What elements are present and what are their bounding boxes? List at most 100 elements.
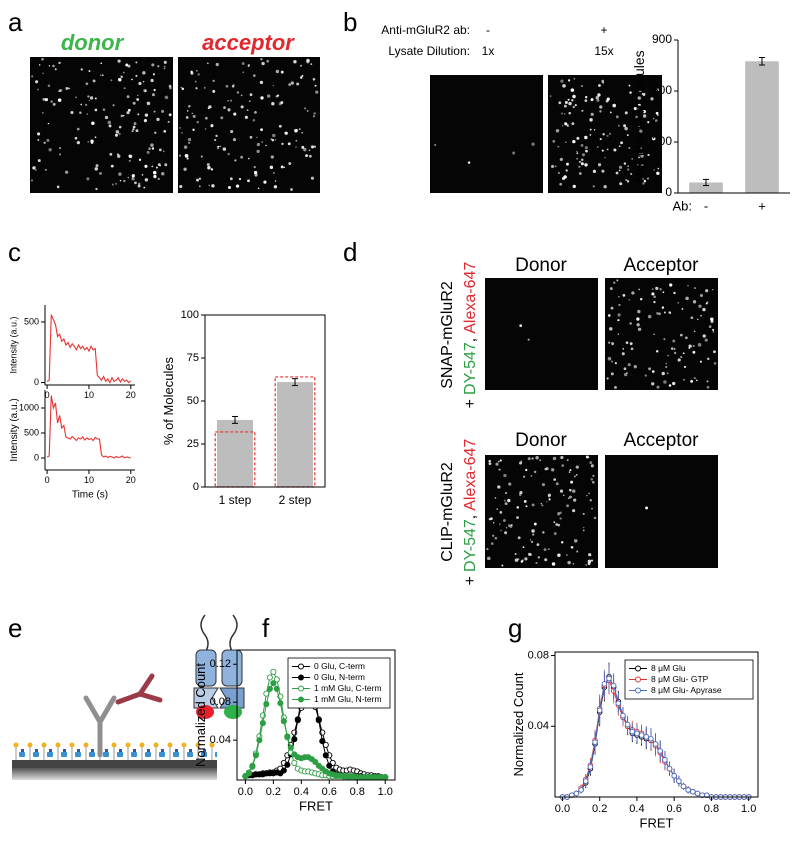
spot xyxy=(151,93,155,97)
spot xyxy=(642,178,644,180)
spot xyxy=(247,157,250,160)
spot xyxy=(37,159,41,163)
spot xyxy=(706,380,709,383)
legend-label: 8 μM Glu xyxy=(651,663,686,673)
y-tick-label: 1000 xyxy=(19,402,39,412)
spot xyxy=(560,112,563,115)
spot xyxy=(582,512,585,515)
spot xyxy=(227,152,230,156)
marker xyxy=(620,712,626,719)
spot xyxy=(281,142,284,145)
spot xyxy=(203,87,206,89)
spot xyxy=(303,107,307,110)
marker xyxy=(694,790,701,797)
panel-label: d xyxy=(343,237,357,267)
spot xyxy=(214,138,217,142)
spot xyxy=(272,84,275,87)
spot xyxy=(598,84,601,87)
spot xyxy=(310,176,314,180)
spot xyxy=(199,185,201,188)
spot xyxy=(227,99,229,102)
spot xyxy=(575,474,578,476)
marker xyxy=(315,717,322,724)
spot xyxy=(618,124,620,127)
spot xyxy=(601,169,605,173)
marker xyxy=(270,668,277,675)
panel-label: c xyxy=(8,237,21,267)
x-tick-label: 0.4 xyxy=(294,786,309,798)
spot xyxy=(663,338,666,341)
spot xyxy=(569,495,572,499)
spot xyxy=(164,95,169,100)
spot xyxy=(673,291,676,295)
spot xyxy=(192,114,196,118)
spot xyxy=(295,146,297,148)
spot xyxy=(645,506,649,510)
spot xyxy=(259,80,264,85)
spot xyxy=(627,165,629,167)
spot xyxy=(690,379,694,383)
spot xyxy=(208,184,210,187)
spot xyxy=(497,460,500,463)
spot xyxy=(35,169,37,171)
micrograph-background xyxy=(485,278,598,390)
spot xyxy=(233,112,237,116)
spot xyxy=(196,178,199,182)
spot xyxy=(639,129,643,133)
micrograph-background xyxy=(605,455,718,568)
spot xyxy=(558,101,562,105)
spot xyxy=(300,64,302,67)
spot xyxy=(584,146,588,150)
spot xyxy=(143,119,147,123)
marker xyxy=(615,700,622,707)
spot xyxy=(84,103,88,106)
marker xyxy=(312,758,319,766)
spot xyxy=(492,522,495,524)
spot xyxy=(252,118,256,122)
spot xyxy=(587,559,592,564)
spot xyxy=(692,350,696,354)
column-header: Acceptor xyxy=(624,430,700,451)
spot xyxy=(504,531,508,535)
spot xyxy=(531,540,534,543)
spot xyxy=(529,553,533,556)
spot xyxy=(571,122,575,126)
spot xyxy=(653,117,655,120)
spot xyxy=(58,89,61,93)
spot xyxy=(312,115,316,118)
spot xyxy=(161,172,165,176)
spot xyxy=(710,320,714,323)
spot xyxy=(30,179,34,182)
spot xyxy=(128,159,131,162)
marker xyxy=(382,774,389,781)
spot xyxy=(120,75,123,79)
spot xyxy=(547,493,551,497)
spot xyxy=(59,147,62,150)
micrograph xyxy=(605,278,718,390)
spot xyxy=(702,307,706,312)
spot xyxy=(607,314,611,317)
spot xyxy=(623,367,627,371)
spot xyxy=(212,79,215,82)
spot xyxy=(541,483,546,487)
spot xyxy=(639,104,641,106)
spot xyxy=(635,115,639,119)
spot xyxy=(283,166,286,169)
spot xyxy=(208,105,212,109)
x-axis-label: Time (s) xyxy=(72,490,108,501)
spot xyxy=(584,135,588,140)
spot xyxy=(621,352,625,356)
spot xyxy=(85,82,89,86)
spot xyxy=(122,114,125,117)
spot xyxy=(638,156,640,159)
x-tick-label: 0.6 xyxy=(667,803,682,815)
spot xyxy=(572,509,576,513)
spot xyxy=(54,68,57,71)
spot xyxy=(651,370,655,373)
spot xyxy=(624,111,628,115)
spot xyxy=(542,531,545,534)
spot xyxy=(585,455,589,459)
spot xyxy=(494,536,498,540)
spot xyxy=(630,172,633,176)
legend-box xyxy=(624,659,754,700)
